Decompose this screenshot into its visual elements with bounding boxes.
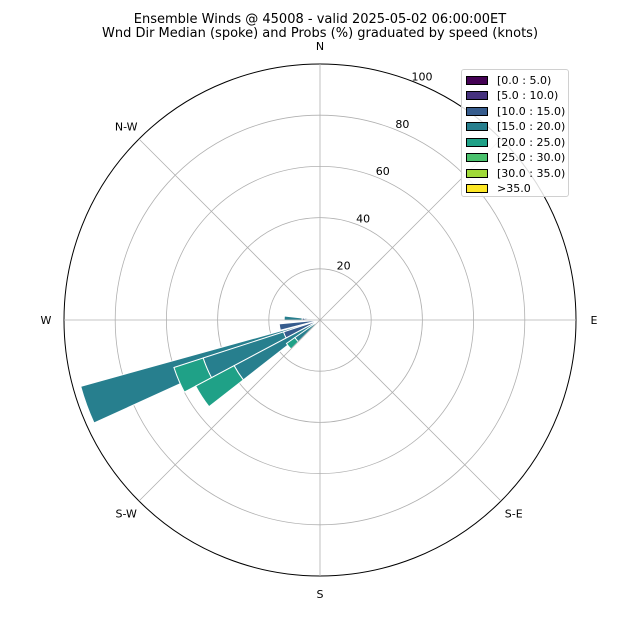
wind-bar-segment [173,357,213,393]
wind-bar-segment [278,319,321,331]
legend-item: >35.0 [466,182,531,196]
compass-label-n-w: N-W [115,120,138,133]
legend-item: [30.0 : 35.0) [466,166,565,180]
legend-swatch [466,137,488,147]
legend-label: [15.0 : 20.0) [497,120,566,133]
legend-label: >35.0 [497,182,531,195]
radial-tick-labels: 20 40 60 80 100 [337,70,433,272]
wind-bars [80,315,321,424]
legend-item: [20.0 : 25.0) [466,135,565,149]
chart-subtitle: Wnd Dir Median (spoke) and Probs (%) gra… [102,26,538,41]
legend-item: [10.0 : 15.0) [466,104,565,118]
legend-label: [5.0 : 10.0) [497,89,559,102]
spoke-line [138,319,321,502]
wind-bar-segment [195,364,245,408]
legend-item: [15.0 : 20.0) [466,120,565,134]
radial-tick-label: 40 [356,212,370,225]
spoke-lines [64,64,576,576]
chart-title: Ensemble Winds @ 45008 - valid 2025-05-0… [134,12,506,27]
compass-label-e: E [591,314,598,327]
wind-bar-segment [304,316,321,321]
legend-swatch [466,106,488,116]
wind-bar-segment [285,336,299,350]
radial-tick-label: 20 [337,260,351,273]
compass-label-w: W [41,314,52,327]
legend-swatch [466,184,488,193]
compass-label-n: N [316,40,324,53]
legend-item: [5.0 : 10.0) [466,89,558,103]
compass-label-s-e: S-E [505,508,523,521]
compass-label-s: S [317,588,324,601]
legend-swatch [466,91,488,100]
radial-tick-label: 100 [411,70,432,83]
legend-swatch [466,153,488,162]
legend-swatch [466,168,488,178]
compass-labels: N E S-E S S-W W N-W [41,40,598,601]
legend-label: [25.0 : 30.0) [497,151,566,164]
speed-legend: [0.0 : 5.0) [5.0 : 10.0) [10.0 : 15.0) [15.… [461,69,569,197]
legend-swatch [466,75,488,85]
legend-item: [25.0 : 30.0) [466,151,565,165]
legend-swatch [466,122,488,131]
radial-tick-label: 60 [376,165,390,178]
spoke-line [319,319,502,502]
legend-label: [20.0 : 25.0) [497,135,566,149]
legend-label: [30.0 : 35.0) [497,166,566,180]
compass-label-s-w: S-W [116,508,138,521]
radial-tick-label: 80 [395,118,409,131]
spoke-line [138,138,321,321]
legend-label: [10.0 : 15.0) [497,104,566,118]
legend-label: [0.0 : 5.0) [497,73,552,87]
legend-item: [0.0 : 5.0) [466,73,551,87]
